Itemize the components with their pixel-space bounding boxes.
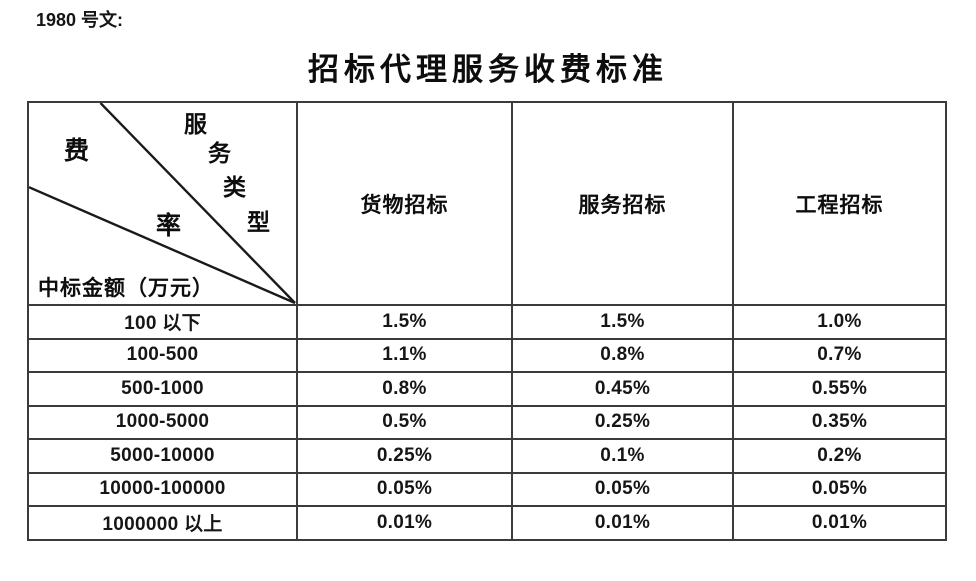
table-row: 1000-5000 0.5% 0.25% 0.35% — [27, 404, 947, 440]
corner-char-service-type-1: 服 — [184, 112, 207, 137]
fee-cell: 0.05% — [296, 471, 513, 507]
table-row: 10000-100000 0.05% 0.05% 0.05% — [27, 471, 947, 507]
amount-range-cell: 100 以下 — [27, 304, 298, 340]
diagonal-lines-graphic — [30, 104, 295, 303]
fee-standard-table: 服 务 类 型 费 率 中标金额（万元） 货物招标 服务招标 工程招标 100 … — [27, 101, 947, 541]
fee-cell: 0.45% — [511, 371, 734, 407]
column-header-service: 服务招标 — [511, 101, 734, 306]
table-row: 100 以下 1.5% 1.5% 1.0% — [27, 304, 947, 340]
amount-range-cell: 5000-10000 — [27, 438, 298, 474]
fee-cell: 0.5% — [296, 404, 513, 440]
fee-cell: 1.0% — [732, 304, 947, 340]
fee-cell: 0.35% — [732, 404, 947, 440]
fee-cell: 0.01% — [732, 505, 947, 541]
amount-range-cell: 1000-5000 — [27, 404, 298, 440]
corner-char-fee-rate-1: 费 — [64, 138, 90, 165]
page-title: 招标代理服务收费标准 — [308, 52, 668, 87]
fee-cell: 0.05% — [511, 471, 734, 507]
amount-range-cell: 500-1000 — [27, 371, 298, 407]
corner-char-fee-rate-2: 率 — [156, 213, 182, 240]
corner-char-service-type-3: 类 — [223, 175, 246, 200]
fee-cell: 0.1% — [511, 438, 734, 474]
corner-char-service-type-4: 型 — [247, 210, 270, 235]
fee-cell: 0.01% — [511, 505, 734, 541]
amount-range-cell: 100-500 — [27, 337, 298, 373]
amount-range-cell: 1000000 以上 — [27, 505, 298, 541]
column-header-goods: 货物招标 — [296, 101, 513, 306]
column-header-works: 工程招标 — [732, 101, 947, 306]
fee-cell: 0.55% — [732, 371, 947, 407]
table-row: 5000-10000 0.25% 0.1% 0.2% — [27, 438, 947, 474]
fee-cell: 0.2% — [732, 438, 947, 474]
fee-cell: 0.25% — [296, 438, 513, 474]
fee-cell: 1.5% — [511, 304, 734, 340]
fee-cell: 0.8% — [511, 337, 734, 373]
table-row: 500-1000 0.8% 0.45% 0.55% — [27, 371, 947, 407]
corner-char-service-type-2: 务 — [208, 141, 231, 166]
fee-cell: 0.25% — [511, 404, 734, 440]
winning-amount-label: 中标金额（万元） — [38, 276, 214, 300]
table-header-row: 服 务 类 型 费 率 中标金额（万元） 货物招标 服务招标 工程招标 — [27, 101, 947, 306]
doc-number-label: 1980 号文: — [36, 10, 124, 30]
fee-cell: 0.7% — [732, 337, 947, 373]
table-row: 100-500 1.1% 0.8% 0.7% — [27, 337, 947, 373]
fee-cell: 0.05% — [732, 471, 947, 507]
fee-cell: 0.01% — [296, 505, 513, 541]
amount-range-cell: 10000-100000 — [27, 471, 298, 507]
fee-cell: 1.1% — [296, 337, 513, 373]
fee-cell: 1.5% — [296, 304, 513, 340]
table-row: 1000000 以上 0.01% 0.01% 0.01% — [27, 505, 947, 541]
fee-cell: 0.8% — [296, 371, 513, 407]
corner-header-cell: 服 务 类 型 费 率 中标金额（万元） — [27, 101, 298, 306]
